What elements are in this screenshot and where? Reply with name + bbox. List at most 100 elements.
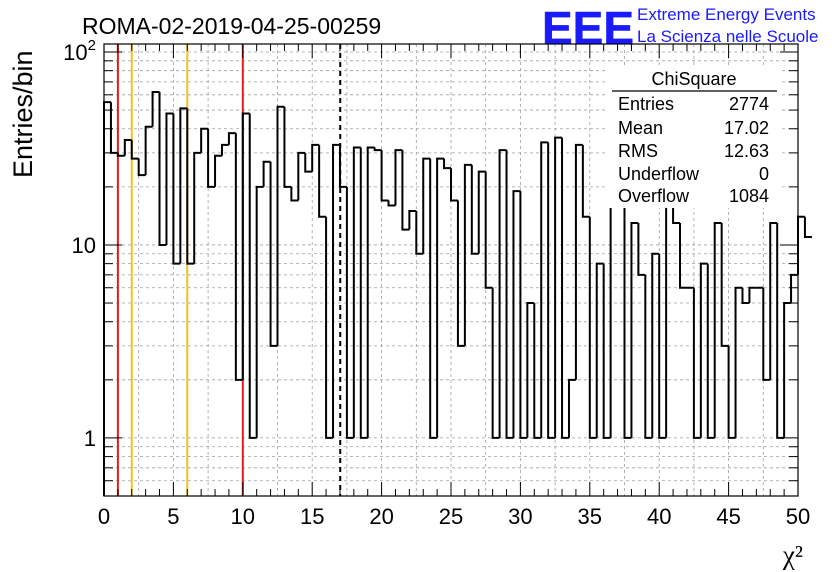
histogram-bin bbox=[283, 106, 292, 188]
histogram-bin bbox=[158, 92, 167, 246]
x-axis-title: χ² bbox=[782, 540, 803, 570]
x-tick-label: 10 bbox=[231, 504, 255, 529]
histogram-bin bbox=[741, 287, 750, 305]
histogram-bin bbox=[255, 185, 264, 438]
histogram-bin bbox=[679, 222, 687, 289]
histogram-bin bbox=[345, 186, 354, 439]
histogram-bin bbox=[401, 150, 410, 231]
histogram-bin bbox=[338, 144, 347, 188]
stats-box: ChiSquare Entries 2774 Mean 17.02 RMS 12… bbox=[608, 66, 780, 208]
histogram-bin bbox=[304, 152, 313, 173]
histogram-bin bbox=[366, 146, 375, 438]
stats-label-entries: Entries bbox=[618, 94, 674, 114]
x-tick-label: 25 bbox=[439, 504, 463, 529]
histogram-bin bbox=[797, 215, 805, 275]
histogram-bin bbox=[200, 127, 209, 153]
x-tick-label: 5 bbox=[167, 504, 179, 529]
histogram-bin bbox=[429, 158, 438, 439]
histogram-bin bbox=[734, 286, 743, 438]
histogram-bin bbox=[297, 151, 306, 201]
histogram-bin bbox=[547, 142, 556, 439]
logo-subtitle-1: Extreme Energy Events bbox=[637, 5, 816, 24]
histogram-bin bbox=[443, 158, 451, 170]
histogram-bin bbox=[588, 216, 597, 439]
histogram-bin bbox=[352, 146, 361, 438]
stats-value-entries: 2774 bbox=[729, 94, 769, 114]
histogram-bin bbox=[220, 143, 229, 156]
stats-label-mean: Mean bbox=[618, 118, 663, 138]
stats-value-overflow: 1084 bbox=[729, 186, 769, 206]
histogram-bin bbox=[380, 150, 389, 202]
stats-label-underflow: Underflow bbox=[618, 164, 700, 184]
x-tick-label: 35 bbox=[578, 504, 602, 529]
histogram-bin bbox=[470, 164, 479, 255]
x-tick-labels: 0 5 10 15 20 25 30 35 40 45 50 bbox=[98, 504, 810, 529]
histogram-bin bbox=[276, 105, 285, 346]
stats-title: ChiSquare bbox=[651, 69, 736, 89]
histogram-bin bbox=[630, 221, 639, 438]
histogram-bin bbox=[318, 144, 327, 218]
histogram-bin bbox=[602, 263, 611, 439]
histogram-bin bbox=[498, 149, 507, 438]
histogram-bin bbox=[415, 210, 424, 255]
histogram-bin bbox=[512, 190, 521, 438]
y-tick-labels: 1 10 102 bbox=[63, 37, 96, 451]
histogram-bin bbox=[623, 200, 632, 439]
histogram-bin bbox=[186, 108, 195, 265]
histogram-bin bbox=[762, 287, 771, 381]
histogram-bin bbox=[803, 216, 812, 238]
histogram-bin bbox=[595, 262, 604, 438]
x-tick-label: 15 bbox=[300, 504, 324, 529]
histogram-bin bbox=[130, 139, 139, 160]
x-tick-label: 0 bbox=[98, 504, 110, 529]
histogram-bin bbox=[769, 221, 778, 380]
histogram-bin bbox=[658, 253, 667, 439]
histogram-bin bbox=[269, 161, 278, 347]
histogram-bin bbox=[227, 132, 236, 145]
histogram-bin bbox=[248, 113, 257, 439]
stats-label-rms: RMS bbox=[618, 141, 658, 161]
histogram-bin bbox=[574, 143, 583, 380]
histogram-bin bbox=[137, 158, 146, 177]
stats-background bbox=[608, 66, 780, 208]
histogram-bin bbox=[484, 171, 493, 289]
histogram-bin bbox=[540, 141, 549, 438]
histogram-bin bbox=[533, 303, 542, 439]
histogram-bin bbox=[463, 163, 472, 346]
histogram-bin bbox=[561, 137, 569, 439]
histogram-bin bbox=[387, 200, 396, 207]
histogram-bin bbox=[179, 107, 188, 264]
histogram-bin bbox=[436, 157, 445, 438]
histogram-bin bbox=[748, 286, 757, 304]
histogram-bin bbox=[311, 143, 320, 172]
histogram-bin bbox=[567, 378, 576, 438]
y-tick-label: 102 bbox=[63, 37, 96, 65]
histogram-bin bbox=[713, 221, 722, 438]
histogram-bin bbox=[408, 209, 417, 230]
histogram-bin bbox=[123, 138, 132, 156]
histogram-bin bbox=[262, 160, 271, 187]
stats-value-rms: 12.63 bbox=[724, 141, 769, 161]
histogram-bin bbox=[234, 133, 243, 381]
histogram-bin bbox=[103, 101, 111, 496]
marker-lines bbox=[116, 44, 342, 496]
histogram-bin bbox=[450, 168, 458, 202]
histogram-bin bbox=[790, 273, 798, 304]
stats-value-underflow: 0 bbox=[759, 164, 769, 184]
histogram-bin bbox=[151, 91, 160, 127]
histogram-bin bbox=[637, 222, 646, 276]
histogram-bin bbox=[193, 151, 202, 264]
eee-logo: EEE bbox=[542, 2, 634, 54]
stats-label-overflow: Overflow bbox=[618, 186, 690, 206]
histogram-bin bbox=[207, 128, 216, 188]
histogram-bin bbox=[172, 113, 181, 265]
axis-ticks bbox=[103, 44, 799, 497]
histogram-bin bbox=[783, 302, 792, 438]
histogram-bin bbox=[325, 216, 334, 439]
histogram-bin bbox=[727, 345, 736, 439]
y-tick-label: 1 bbox=[84, 426, 96, 451]
y-tick-label: 10 bbox=[72, 233, 96, 258]
histogram-bin bbox=[720, 222, 729, 347]
histogram-bin bbox=[456, 200, 465, 347]
histogram-bin bbox=[644, 274, 653, 439]
